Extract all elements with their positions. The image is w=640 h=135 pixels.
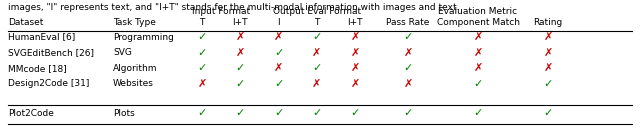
Text: Algorithm: Algorithm xyxy=(113,64,157,73)
Text: ✗: ✗ xyxy=(350,79,360,89)
Text: ✓: ✓ xyxy=(236,79,245,89)
Text: ✓: ✓ xyxy=(474,79,483,89)
Text: ✗: ✗ xyxy=(274,32,284,42)
Text: MMcode [18]: MMcode [18] xyxy=(8,64,67,73)
Text: images, "I" represents text, and "I+T" stands for the multi-modal information wi: images, "I" represents text, and "I+T" s… xyxy=(8,3,460,12)
Text: ✓: ✓ xyxy=(274,79,284,89)
Text: Component Match: Component Match xyxy=(436,18,520,27)
Text: ✓: ✓ xyxy=(312,32,321,42)
Text: ✓: ✓ xyxy=(350,108,360,118)
Text: ✗: ✗ xyxy=(474,48,483,58)
Text: Output Eval Format: Output Eval Format xyxy=(273,7,361,16)
Text: ✓: ✓ xyxy=(274,108,284,118)
Text: ✗: ✗ xyxy=(197,79,207,89)
Text: ✗: ✗ xyxy=(312,48,321,58)
Text: Programming: Programming xyxy=(113,33,174,42)
Text: ✗: ✗ xyxy=(403,79,413,89)
Text: ✓: ✓ xyxy=(236,108,245,118)
Text: ✗: ✗ xyxy=(236,32,245,42)
Text: ✓: ✓ xyxy=(543,108,553,118)
Text: SVG: SVG xyxy=(113,48,132,57)
Text: Plot2Code: Plot2Code xyxy=(8,109,54,118)
Text: I+T: I+T xyxy=(232,18,248,27)
Text: ✓: ✓ xyxy=(274,48,284,58)
Text: ✓: ✓ xyxy=(403,63,413,73)
Text: Design2Code [31]: Design2Code [31] xyxy=(8,79,89,88)
Text: ✓: ✓ xyxy=(403,32,413,42)
Text: ✓: ✓ xyxy=(312,63,321,73)
Text: Pass Rate: Pass Rate xyxy=(387,18,429,27)
Text: SVGEditBench [26]: SVGEditBench [26] xyxy=(8,48,94,57)
Text: ✓: ✓ xyxy=(197,108,207,118)
Text: I+T: I+T xyxy=(348,18,363,27)
Text: ✓: ✓ xyxy=(197,48,207,58)
Text: ✗: ✗ xyxy=(403,48,413,58)
Text: ✓: ✓ xyxy=(236,63,245,73)
Text: ✗: ✗ xyxy=(236,48,245,58)
Text: ✗: ✗ xyxy=(312,79,321,89)
Text: ✗: ✗ xyxy=(474,63,483,73)
Text: Input Format: Input Format xyxy=(192,7,250,16)
Text: T: T xyxy=(200,18,205,27)
Text: Dataset: Dataset xyxy=(8,18,43,27)
Text: I: I xyxy=(277,18,280,27)
Text: T: T xyxy=(314,18,319,27)
Text: Plots: Plots xyxy=(113,109,134,118)
Text: Evaluation Metric: Evaluation Metric xyxy=(438,7,518,16)
Text: ✓: ✓ xyxy=(474,108,483,118)
Text: ✗: ✗ xyxy=(543,32,553,42)
Text: ✓: ✓ xyxy=(197,63,207,73)
Text: ✓: ✓ xyxy=(403,108,413,118)
Text: ✗: ✗ xyxy=(350,48,360,58)
Text: ✓: ✓ xyxy=(197,32,207,42)
Text: ✗: ✗ xyxy=(350,63,360,73)
Text: Task Type: Task Type xyxy=(113,18,156,27)
Text: Websites: Websites xyxy=(113,79,154,88)
Text: HumanEval [6]: HumanEval [6] xyxy=(8,33,75,42)
Text: ✗: ✗ xyxy=(274,63,284,73)
Text: Rating: Rating xyxy=(534,18,563,27)
Text: ✗: ✗ xyxy=(350,32,360,42)
Text: ✗: ✗ xyxy=(543,48,553,58)
Text: ✗: ✗ xyxy=(543,63,553,73)
Text: ✓: ✓ xyxy=(543,79,553,89)
Text: ✓: ✓ xyxy=(312,108,321,118)
Text: ✗: ✗ xyxy=(474,32,483,42)
